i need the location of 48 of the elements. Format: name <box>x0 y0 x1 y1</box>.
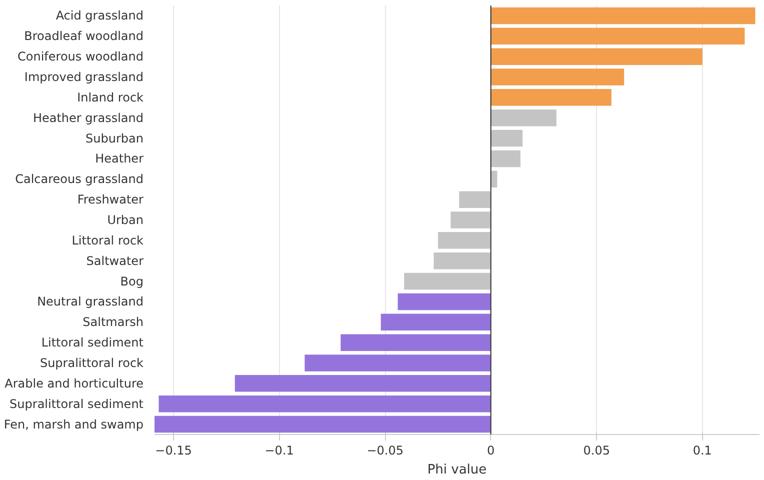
x-tick-label: 0 <box>487 444 495 458</box>
y-tick-label: Saltwater <box>86 254 144 268</box>
bar <box>304 354 491 372</box>
bar <box>340 334 491 351</box>
y-tick-label: Heather grassland <box>32 110 144 125</box>
bar <box>490 89 612 106</box>
x-tick-label: 0.1 <box>692 444 712 458</box>
bar <box>450 212 491 228</box>
y-tick-label: Coniferous woodland <box>18 50 144 64</box>
y-tick-label: Acid grassland <box>56 8 144 23</box>
y-tick-label: Supralittoral rock <box>40 356 144 370</box>
x-tick-label: −0.1 <box>264 444 294 458</box>
bar <box>158 395 491 412</box>
bar <box>154 416 491 433</box>
bar <box>438 232 491 249</box>
bar <box>490 68 624 86</box>
y-tick-label: Heather <box>95 152 144 166</box>
y-tick-label: Inland rock <box>77 90 144 104</box>
y-tick-label: Littoral sediment <box>41 336 144 350</box>
y-tick-label: Freshwater <box>77 192 144 207</box>
x-axis-title: Phi value <box>427 462 487 478</box>
bar <box>490 48 702 65</box>
y-tick-label: Fen, marsh and swamp <box>4 417 144 432</box>
x-tick-label: 0.05 <box>583 444 610 458</box>
y-tick-label: Bog <box>120 274 144 288</box>
bar <box>490 7 756 24</box>
y-tick-label: Saltmarsh <box>82 315 144 330</box>
x-tick-label: −0.05 <box>366 444 404 458</box>
bar <box>490 150 520 168</box>
bar <box>398 293 491 310</box>
bar <box>434 252 491 270</box>
bar <box>234 375 491 392</box>
y-tick-label: Littoral rock <box>72 233 144 248</box>
bar <box>490 130 523 147</box>
bar <box>380 314 491 331</box>
y-tick-label: Broadleaf woodland <box>24 29 144 44</box>
y-tick-label: Supralittoral sediment <box>10 396 144 411</box>
y-tick-label: Improved grassland <box>24 70 144 84</box>
y-tick-label: Arable and horticulture <box>4 376 144 390</box>
x-tick-label: −0.15 <box>155 444 192 458</box>
y-tick-label: Suburban <box>86 131 144 146</box>
y-tick-label: Urban <box>107 213 144 227</box>
y-tick-label: Neutral grassland <box>37 294 144 309</box>
bar <box>404 272 491 290</box>
bar <box>490 109 556 126</box>
bar <box>490 28 745 45</box>
bar <box>459 191 491 208</box>
y-tick-label: Calcareous grassland <box>15 172 144 186</box>
